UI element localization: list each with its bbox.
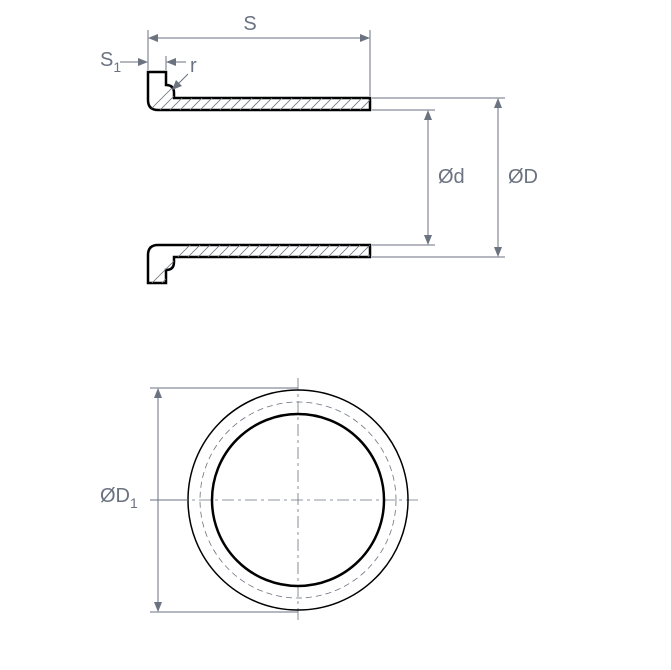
label-r: r — [190, 55, 197, 77]
top-wall-section — [140, 70, 400, 120]
dimension-s1: S1 — [100, 49, 186, 75]
dimension-d: Ød — [372, 110, 465, 245]
section-view: S S1 r Ød ØD — [100, 13, 538, 295]
label-D: ØD — [508, 166, 538, 188]
label-s1: S1 — [100, 49, 121, 75]
bottom-wall-section — [140, 235, 400, 295]
label-d: Ød — [438, 166, 465, 188]
label-s: S — [243, 13, 256, 35]
label-D1: ØD1 — [100, 485, 138, 511]
dimension-s: S — [148, 13, 370, 96]
front-view: ØD1 — [100, 378, 420, 622]
